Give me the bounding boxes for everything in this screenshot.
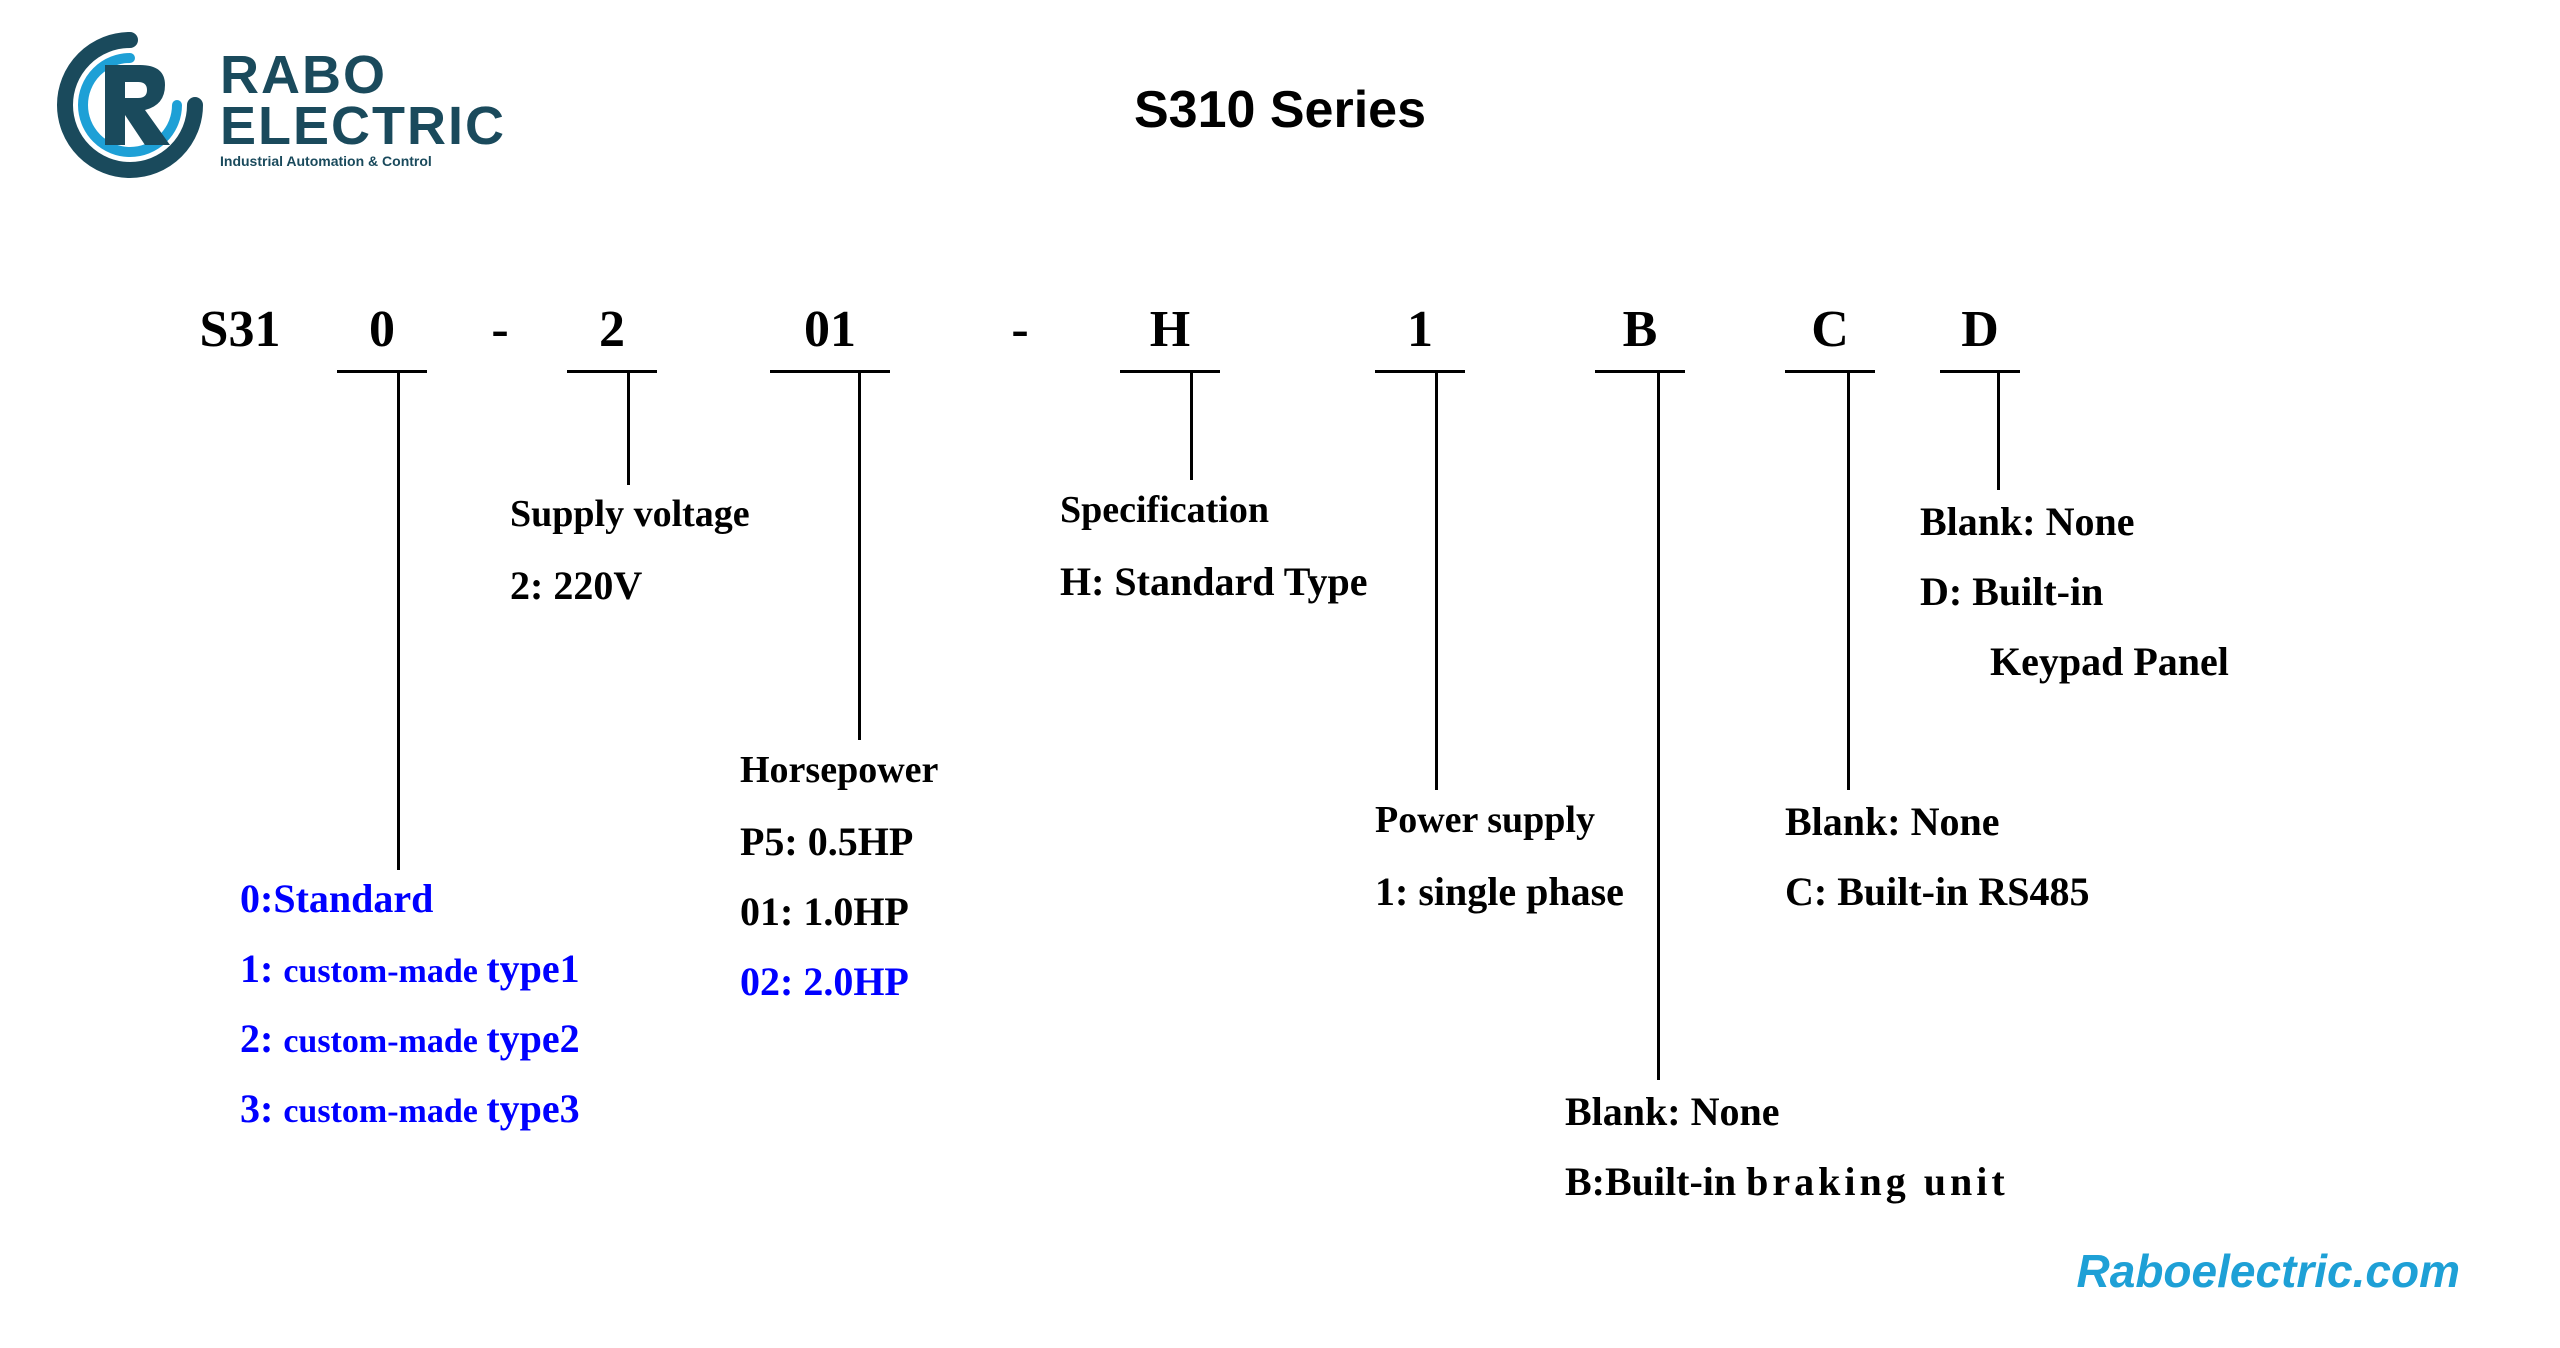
code-underline <box>1595 370 1685 373</box>
callout-line-text: D: Built-in <box>1920 568 2103 615</box>
code-segment: - <box>491 300 508 359</box>
callout-header: Specification <box>1060 488 1269 532</box>
callout-line-text: P5: 0.5HP <box>740 818 913 865</box>
callout-line <box>1657 373 1660 1080</box>
code-underline <box>337 370 427 373</box>
callout-line-text: C: Built-in RS485 <box>1785 868 2090 915</box>
code-segment: S31 <box>200 300 281 359</box>
callout-line <box>1997 373 2000 490</box>
code-segment: D <box>1961 300 1999 359</box>
callout-line-text: B:Built-in braking unit <box>1565 1158 2009 1205</box>
logo-mark-icon <box>50 30 210 180</box>
callout-line-text: H: Standard Type <box>1060 558 1367 605</box>
callout-line-text: Blank: None <box>1785 798 2000 845</box>
code-underline <box>1940 370 2020 373</box>
code-segment: 0 <box>369 300 395 359</box>
callout-line-text: 1: single phase <box>1375 868 1624 915</box>
callout-line-text: 0:Standard <box>240 875 433 922</box>
callout-header: Horsepower <box>740 748 938 792</box>
code-segment: C <box>1811 300 1849 359</box>
callout-line <box>858 373 861 740</box>
callout-header: Power supply <box>1375 798 1595 842</box>
callout-line-text: 01: 1.0HP <box>740 888 909 935</box>
callout-line-text: Blank: None <box>1920 498 2135 545</box>
code-underline <box>567 370 657 373</box>
code-segment: 01 <box>804 300 856 359</box>
logo-text-line2: ELECTRIC <box>220 101 506 152</box>
code-underline <box>1785 370 1875 373</box>
callout-line <box>627 373 630 485</box>
callout-line <box>1435 373 1438 790</box>
website-link[interactable]: Raboelectric.com <box>2077 1244 2460 1298</box>
callout-line-text: Blank: None <box>1565 1088 1780 1135</box>
code-segment: H <box>1150 300 1190 359</box>
callout-line-text: 1: custom-made type1 <box>240 945 580 992</box>
callout-header: Supply voltage <box>510 492 750 536</box>
logo-text-line1: RABO <box>220 50 506 101</box>
logo: RABO ELECTRIC Industrial Automation & Co… <box>50 30 500 180</box>
code-segment: - <box>1011 300 1028 359</box>
code-underline <box>1375 370 1465 373</box>
code-segment: 1 <box>1407 300 1433 359</box>
callout-line <box>397 373 400 870</box>
callout-line <box>1190 373 1193 480</box>
code-segment: 2 <box>599 300 625 359</box>
callout-line-text: 3: custom-made type3 <box>240 1085 580 1132</box>
callout-line-text: 2: custom-made type2 <box>240 1015 580 1062</box>
code-segment: B <box>1623 300 1658 359</box>
callout-line <box>1847 373 1850 790</box>
page-title: S310 Series <box>1134 80 1426 140</box>
callout-line-text: 02: 2.0HP <box>740 958 909 1005</box>
callout-line-text: Keypad Panel <box>1990 638 2229 685</box>
callout-line-text: 2: 220V <box>510 562 642 609</box>
code-underline <box>770 370 890 373</box>
code-underline <box>1120 370 1220 373</box>
